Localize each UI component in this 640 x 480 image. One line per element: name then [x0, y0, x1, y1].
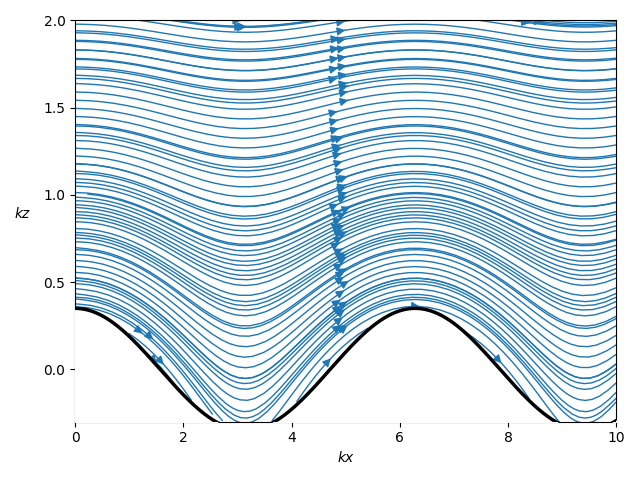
FancyArrowPatch shape — [561, 12, 569, 18]
FancyArrowPatch shape — [335, 252, 344, 259]
FancyArrowPatch shape — [329, 110, 337, 117]
FancyArrowPatch shape — [493, 355, 500, 362]
FancyArrowPatch shape — [412, 302, 419, 309]
FancyArrowPatch shape — [331, 136, 339, 142]
FancyArrowPatch shape — [338, 196, 347, 203]
FancyArrowPatch shape — [339, 72, 347, 79]
FancyArrowPatch shape — [340, 98, 348, 105]
FancyArrowPatch shape — [342, 207, 350, 213]
FancyArrowPatch shape — [329, 77, 337, 83]
FancyArrowPatch shape — [330, 127, 339, 134]
FancyArrowPatch shape — [336, 311, 344, 317]
FancyArrowPatch shape — [335, 278, 342, 284]
FancyArrowPatch shape — [337, 213, 346, 219]
FancyArrowPatch shape — [339, 192, 348, 198]
FancyArrowPatch shape — [337, 37, 346, 44]
FancyArrowPatch shape — [338, 257, 347, 264]
FancyArrowPatch shape — [149, 355, 156, 362]
FancyArrowPatch shape — [339, 326, 346, 333]
FancyArrowPatch shape — [330, 66, 338, 73]
FancyArrowPatch shape — [573, 11, 581, 17]
FancyArrowPatch shape — [330, 56, 339, 63]
FancyArrowPatch shape — [339, 302, 346, 309]
FancyArrowPatch shape — [335, 136, 343, 143]
FancyArrowPatch shape — [333, 153, 341, 159]
FancyArrowPatch shape — [339, 90, 348, 96]
FancyArrowPatch shape — [339, 176, 348, 182]
FancyArrowPatch shape — [237, 24, 245, 31]
FancyArrowPatch shape — [334, 318, 342, 325]
FancyArrowPatch shape — [332, 210, 340, 216]
FancyArrowPatch shape — [336, 177, 344, 183]
FancyArrowPatch shape — [330, 46, 339, 53]
FancyArrowPatch shape — [235, 24, 243, 30]
FancyArrowPatch shape — [330, 204, 338, 210]
FancyArrowPatch shape — [338, 268, 347, 275]
FancyArrowPatch shape — [334, 237, 342, 243]
FancyArrowPatch shape — [337, 184, 346, 191]
FancyArrowPatch shape — [330, 119, 338, 125]
FancyArrowPatch shape — [333, 230, 342, 237]
FancyArrowPatch shape — [333, 218, 342, 225]
FancyArrowPatch shape — [339, 231, 347, 238]
FancyArrowPatch shape — [337, 19, 345, 25]
FancyArrowPatch shape — [333, 307, 340, 313]
FancyArrowPatch shape — [145, 332, 152, 338]
FancyArrowPatch shape — [331, 243, 340, 250]
FancyArrowPatch shape — [338, 55, 346, 61]
X-axis label: kx: kx — [337, 451, 354, 465]
FancyArrowPatch shape — [561, 13, 568, 20]
FancyArrowPatch shape — [338, 254, 347, 261]
FancyArrowPatch shape — [332, 326, 340, 333]
FancyArrowPatch shape — [522, 17, 530, 24]
FancyArrowPatch shape — [522, 19, 530, 25]
FancyArrowPatch shape — [331, 36, 339, 43]
FancyArrowPatch shape — [332, 300, 339, 307]
FancyArrowPatch shape — [337, 325, 344, 332]
FancyArrowPatch shape — [238, 23, 246, 30]
FancyArrowPatch shape — [337, 46, 346, 53]
Y-axis label: kz: kz — [15, 207, 30, 221]
FancyArrowPatch shape — [337, 28, 345, 35]
FancyArrowPatch shape — [156, 356, 163, 363]
FancyArrowPatch shape — [333, 147, 342, 153]
FancyArrowPatch shape — [232, 12, 239, 18]
FancyArrowPatch shape — [134, 326, 141, 333]
FancyArrowPatch shape — [339, 81, 347, 88]
FancyArrowPatch shape — [340, 84, 348, 91]
FancyArrowPatch shape — [332, 224, 340, 230]
FancyArrowPatch shape — [332, 144, 340, 151]
FancyArrowPatch shape — [233, 17, 241, 24]
FancyArrowPatch shape — [335, 168, 344, 175]
FancyArrowPatch shape — [336, 291, 343, 298]
FancyArrowPatch shape — [337, 187, 346, 193]
FancyArrowPatch shape — [334, 309, 342, 315]
FancyArrowPatch shape — [340, 282, 348, 288]
FancyArrowPatch shape — [338, 64, 346, 70]
FancyArrowPatch shape — [333, 264, 342, 270]
FancyArrowPatch shape — [335, 225, 344, 231]
FancyArrowPatch shape — [323, 360, 330, 367]
FancyArrowPatch shape — [333, 161, 342, 167]
FancyArrowPatch shape — [575, 10, 583, 16]
FancyArrowPatch shape — [335, 271, 344, 278]
FancyArrowPatch shape — [539, 16, 547, 23]
FancyArrowPatch shape — [334, 249, 343, 255]
FancyArrowPatch shape — [534, 18, 543, 24]
